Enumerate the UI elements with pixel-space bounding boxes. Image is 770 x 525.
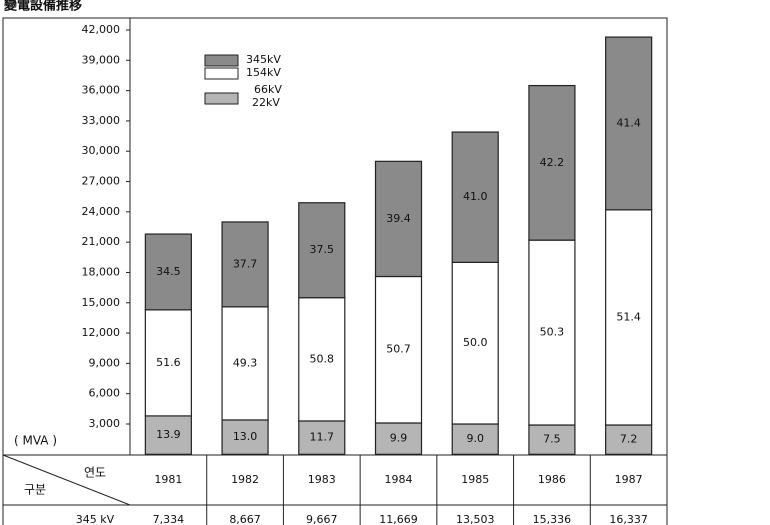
x-tick-label: 1984 — [385, 473, 413, 486]
chart-title: 變電設備推移 — [4, 0, 82, 14]
legend-swatch — [204, 92, 239, 105]
y-tick-label: 39,000 — [82, 53, 121, 66]
x-tick-label: 1981 — [154, 473, 182, 486]
table-cell: 9,667 — [306, 513, 338, 525]
bar-segment — [605, 424, 653, 455]
bar-segment — [374, 160, 423, 278]
bar-segment — [298, 202, 346, 299]
table-corner: 연도 — [84, 466, 106, 480]
share-label: 50.8 — [310, 352, 335, 365]
legend-swatch — [204, 67, 239, 80]
share-label: 13.0 — [233, 430, 258, 443]
y-tick-label: 33,000 — [82, 114, 121, 127]
legend-label: 154kV — [246, 66, 281, 79]
x-tick-label: 1985 — [461, 473, 489, 486]
share-label: 37.5 — [310, 243, 335, 256]
y-tick-label: 42,000 — [82, 23, 121, 36]
table-corner: 구분 — [24, 483, 46, 497]
bar-segment — [144, 233, 192, 311]
y-tick-label: 12,000 — [82, 326, 121, 339]
y-tick-label: 21,000 — [82, 235, 121, 248]
bar-segment — [298, 420, 346, 455]
share-label: 50.0 — [463, 336, 488, 349]
share-label: 34.5 — [156, 265, 181, 278]
bar-segment — [298, 297, 346, 422]
bar-segment — [528, 84, 576, 241]
table-cell: 7,334 — [153, 513, 185, 525]
share-label: 49.3 — [233, 356, 258, 369]
bar-segment — [221, 419, 269, 455]
x-tick-label: 1983 — [308, 473, 336, 486]
bar-segment — [528, 239, 576, 426]
table-cell: 15,336 — [533, 513, 572, 525]
share-label: 50.7 — [386, 343, 411, 356]
share-label: 7.5 — [543, 433, 561, 446]
bar-segment — [221, 306, 269, 421]
x-tick-label: 1982 — [231, 473, 259, 486]
table-cell: 11,669 — [379, 513, 418, 525]
unit-label: ( MVA ) — [14, 434, 57, 448]
table-cell: 13,503 — [456, 513, 495, 525]
share-label: 42.2 — [540, 156, 565, 169]
legend-label: 345kV — [246, 53, 281, 66]
x-tick-label: 1986 — [538, 473, 566, 486]
y-tick-label: 36,000 — [82, 84, 121, 97]
diagonal — [2, 454, 131, 506]
y-tick-label: 24,000 — [82, 205, 121, 218]
bar-segment — [605, 36, 653, 211]
share-label: 41.4 — [616, 116, 641, 129]
share-label: 13.9 — [156, 428, 181, 441]
y-tick-label: 18,000 — [82, 265, 121, 278]
table-cell: 8,667 — [229, 513, 261, 525]
share-label: 41.0 — [463, 190, 488, 203]
share-label: 11.7 — [310, 431, 335, 444]
share-label: 50.3 — [540, 326, 565, 339]
y-tick-label: 9,000 — [89, 356, 121, 369]
y-tick-label: 6,000 — [89, 387, 121, 400]
share-label: 9.0 — [466, 432, 484, 445]
y-tick-label: 30,000 — [82, 144, 121, 157]
bar-segment — [374, 422, 423, 455]
y-tick-label: 3,000 — [89, 417, 121, 430]
table-cell: 345 kV — [76, 513, 115, 525]
legend-label: 66kV — [254, 83, 282, 96]
legend-swatch — [204, 54, 239, 67]
bar-segment — [221, 221, 269, 308]
bar-segment — [605, 209, 653, 426]
y-tick-label: 15,000 — [82, 296, 121, 309]
bar-segment — [451, 131, 499, 263]
share-label: 37.7 — [233, 257, 258, 270]
share-label: 51.4 — [616, 310, 641, 323]
bar-segment — [451, 261, 499, 425]
frame — [2, 17, 668, 525]
x-tick-label: 1987 — [615, 473, 643, 486]
legend-label: 22kV — [252, 96, 280, 109]
share-label: 7.2 — [620, 433, 638, 446]
table-cell: 16,337 — [609, 513, 648, 525]
share-label: 9.9 — [390, 432, 408, 445]
y-tick-label: 27,000 — [82, 175, 121, 188]
share-label: 51.6 — [156, 356, 181, 369]
share-label: 39.4 — [386, 212, 411, 225]
